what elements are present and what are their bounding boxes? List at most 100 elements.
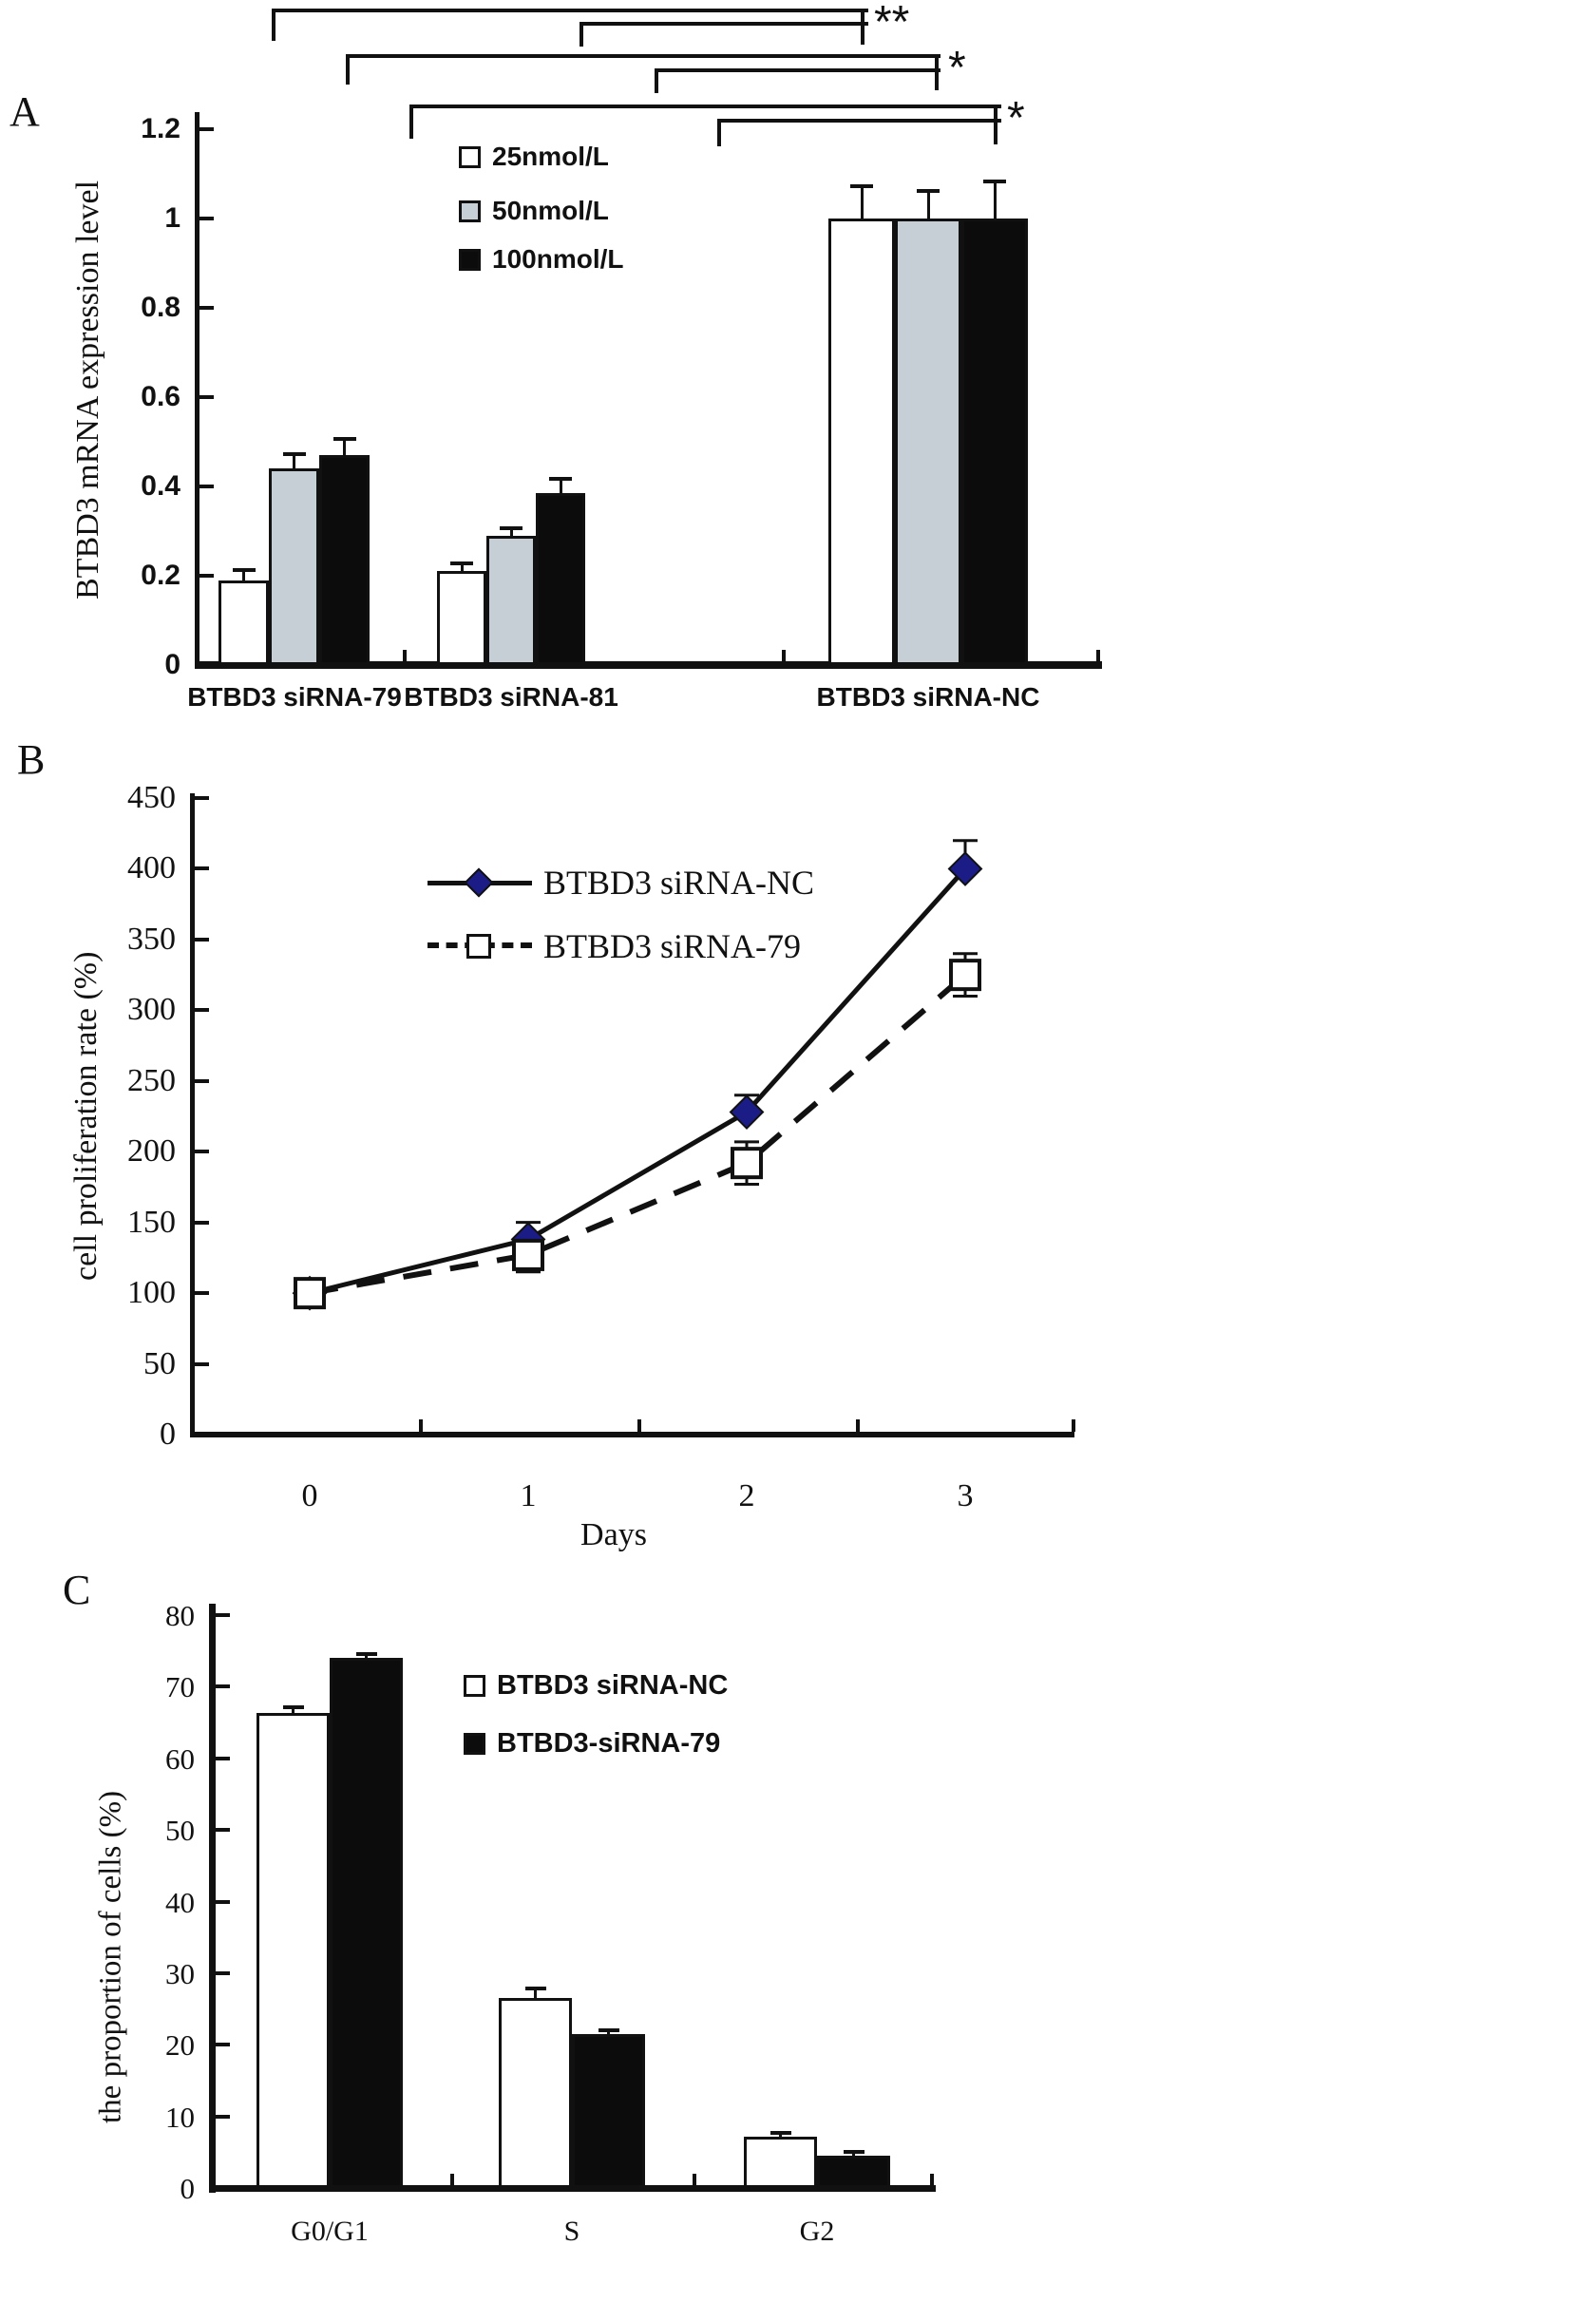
data-point-square (512, 1238, 544, 1271)
x-tick-label: 2 (738, 1478, 755, 1513)
error-bar (860, 187, 864, 219)
error-bar (293, 455, 295, 469)
legend-swatch-100nmol (459, 248, 481, 271)
bar-100nmol/L-BTBD3 siRNA-NC (961, 219, 1028, 665)
data-point-diamond (729, 1094, 765, 1130)
legend-label-c-79: BTBD3-siRNA-79 (497, 1728, 721, 1759)
legend-swatch-c-nc (464, 1675, 485, 1697)
data-point-diamond (510, 1222, 546, 1257)
y-tick-label: 80 (165, 1599, 195, 1632)
bar-50nmol/L-BTBD3 siRNA-NC (895, 219, 961, 665)
panel-b-label: B (17, 736, 46, 783)
y-tick (195, 796, 209, 801)
y-tick-label: 20 (165, 2028, 195, 2063)
significance-stars-3: * (1007, 93, 1025, 143)
bar-100nmol/L-BTBD3 siRNA-79 (319, 455, 370, 665)
x-tick (1072, 1419, 1075, 1432)
y-tick-label: 0 (160, 1417, 176, 1452)
y-tick (200, 485, 214, 488)
y-tick (200, 395, 214, 399)
error-bar (993, 182, 997, 219)
series-line-BTBD3 siRNA-79 (309, 972, 967, 1297)
y-tick (195, 1150, 209, 1154)
bar-BTBD3-siRNA-79-G0/G1 (330, 1658, 403, 2188)
y-tick-label: 1.2 (141, 113, 180, 144)
significance-bracket-drop-2 (935, 54, 939, 90)
y-tick (216, 1684, 230, 1689)
y-tick (216, 2043, 230, 2047)
y-tick (216, 1828, 230, 1833)
significance-bracket-inner-3 (717, 119, 1001, 146)
x-tick (450, 2174, 454, 2185)
y-tick-label: 150 (127, 1204, 176, 1240)
bar-BTBD3 siRNA-NC-G2 (744, 2136, 817, 2188)
diamond-marker-icon (464, 867, 494, 898)
error-bar (926, 191, 930, 219)
y-tick-label: 300 (127, 992, 176, 1028)
y-tick-label: 30 (165, 1956, 195, 1990)
error-bar (365, 1655, 368, 1659)
x-category-label: G0/G1 (291, 2216, 369, 2247)
open-square-marker-icon (466, 934, 491, 959)
error-bar (852, 2153, 855, 2157)
legend-item-c-sirna-nc: BTBD3 siRNA-NC (464, 1670, 728, 1702)
error-bar (292, 1707, 294, 1714)
significance-stars-1: ** (874, 0, 910, 48)
data-point-square (294, 1277, 326, 1310)
bar-50nmol/L-BTBD3 siRNA-81 (486, 535, 536, 665)
error-bar (779, 2134, 782, 2137)
y-tick-label: 10 (165, 2100, 195, 2134)
significance-bracket-drop-3 (994, 105, 998, 144)
error-bar-cap (598, 2027, 619, 2032)
y-tick-label: 100 (127, 1275, 176, 1311)
panel-a-y-axis (195, 112, 200, 669)
y-tick (200, 127, 214, 131)
bar-100nmol/L-BTBD3 siRNA-81 (536, 493, 585, 665)
y-tick (195, 866, 209, 871)
data-point-square (949, 959, 981, 992)
panel-c-x-axis (209, 2185, 936, 2192)
y-tick-label: 200 (127, 1133, 176, 1170)
y-tick-label: 250 (127, 1062, 176, 1098)
x-category-label: BTBD3 siRNA-NC (816, 682, 1040, 712)
legend-item-sirna-nc: BTBD3 siRNA-NC (428, 863, 814, 903)
error-bar-cap (843, 2150, 864, 2155)
error-bar-cap (770, 2131, 791, 2136)
y-tick-label: 0.6 (141, 381, 180, 412)
x-tick-label: 0 (301, 1478, 318, 1513)
y-tick (200, 574, 214, 578)
x-category-label: BTBD3 siRNA-79 (187, 682, 402, 712)
y-tick-label: 40 (165, 1885, 195, 1919)
panel-b-x-axis (190, 1432, 1074, 1437)
error-bar-cap (850, 184, 873, 189)
legend-label-sirna-nc: BTBD3 siRNA-NC (543, 864, 815, 902)
error-bar-cap (232, 568, 256, 573)
x-tick (782, 650, 786, 661)
y-tick-label: 50 (165, 1814, 195, 1848)
y-tick-label: 0 (164, 649, 180, 680)
legend-label-c-nc: BTBD3 siRNA-NC (497, 1670, 729, 1701)
panel-a-x-axis (195, 661, 1102, 669)
error-bar-cap (282, 452, 306, 457)
y-tick-label: 350 (127, 921, 176, 957)
x-tick (693, 2174, 696, 2185)
error-bar (509, 528, 513, 536)
y-tick (195, 1291, 209, 1296)
y-tick-label: 60 (165, 1741, 195, 1776)
error-bar-cap (450, 561, 473, 566)
y-tick-label: 1 (164, 202, 180, 234)
panel-c-label: C (63, 1567, 91, 1613)
legend-item-c-sirna-79: BTBD3-siRNA-79 (464, 1728, 720, 1760)
y-tick-label: 450 (127, 780, 176, 816)
y-tick (195, 1361, 209, 1366)
significance-bracket-inner-1 (580, 22, 868, 47)
legend-item-100nmol: 100nmol/L (459, 244, 623, 275)
data-point-diamond (947, 851, 983, 886)
bar-25nmol/L-BTBD3 siRNA-NC (828, 219, 895, 665)
error-bar (534, 1989, 537, 1999)
legend-label-50nmol: 50nmol/L (492, 196, 609, 225)
x-tick (930, 2174, 934, 2185)
y-tick-label: 50 (143, 1345, 176, 1381)
x-tick (637, 1419, 641, 1432)
